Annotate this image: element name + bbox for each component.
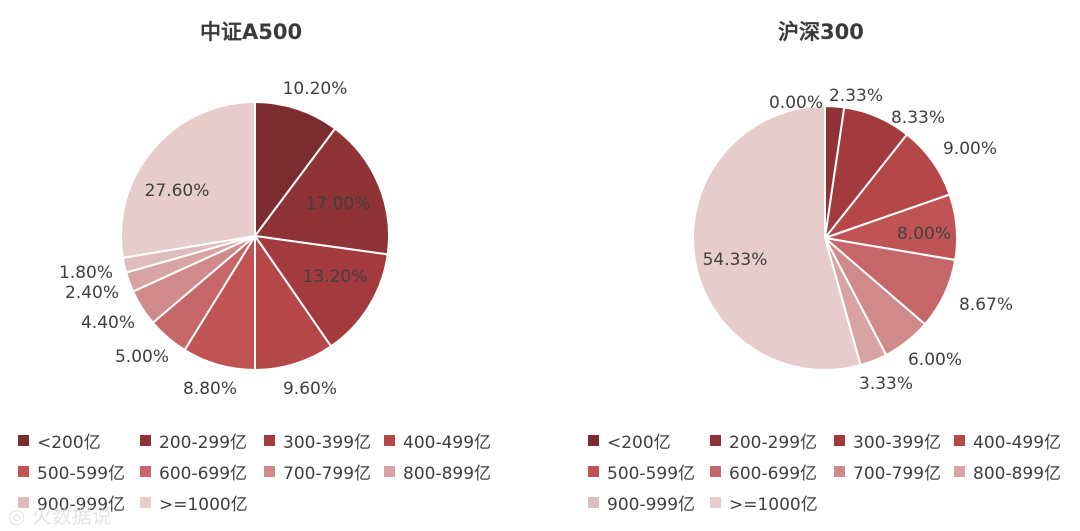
legend-swatch xyxy=(954,466,965,477)
data-label: 27.60% xyxy=(145,181,210,201)
pie-slice xyxy=(692,104,862,371)
legend-swatch xyxy=(710,435,721,446)
legend-label: 600-699亿 xyxy=(729,464,818,484)
legend-swatch xyxy=(264,435,275,446)
data-label: 8.80% xyxy=(183,379,237,399)
legend-item: 800-899亿 xyxy=(384,459,491,484)
legend-item: 200-299亿 xyxy=(140,428,247,453)
legend-item: 700-799亿 xyxy=(834,459,941,484)
legend-swatch xyxy=(140,435,151,446)
legend-label: <200亿 xyxy=(607,433,671,453)
data-label: 17.00% xyxy=(306,194,371,214)
legend-label: <200亿 xyxy=(37,433,101,453)
chart-hushen-300: 沪深300 0.00% 2.33% 8.33% 9.00% 8.00% 8.67% 6.00… xyxy=(540,0,1080,531)
data-label: 9.60% xyxy=(283,379,337,399)
legend-label: 200-299亿 xyxy=(729,433,818,453)
pie-slice xyxy=(254,232,333,372)
legend-label: 500-599亿 xyxy=(37,464,126,484)
legend-item: 600-699亿 xyxy=(710,459,817,484)
legend-swatch xyxy=(834,435,845,446)
legend-label: 700-799亿 xyxy=(853,464,942,484)
legend-label: 400-499亿 xyxy=(973,433,1062,453)
legend-item: <200亿 xyxy=(18,428,101,453)
legend-label: 900-999亿 xyxy=(607,495,696,515)
legend-swatch xyxy=(384,466,395,477)
data-label: 3.33% xyxy=(859,374,913,394)
legend-item: 900-999亿 xyxy=(588,490,695,515)
legend-item: 700-799亿 xyxy=(264,459,371,484)
data-label: 0.00% xyxy=(769,93,823,113)
legend-swatch xyxy=(18,466,29,477)
pie-slice xyxy=(254,100,337,240)
legend-item: 500-599亿 xyxy=(588,459,695,484)
legend-label: >=1000亿 xyxy=(159,495,248,515)
legend-item: 300-399亿 xyxy=(834,428,941,453)
legend-item: >=1000亿 xyxy=(140,490,248,515)
legend-swatch xyxy=(588,435,599,446)
data-label: 5.00% xyxy=(115,347,169,367)
legend-item: <200亿 xyxy=(588,428,671,453)
chart-title: 沪深300 xyxy=(778,20,864,44)
chart-zhongzheng-a500: 中证A500 10.20% 17.00% 13.20% 9.60% 8.80% 5.00%… xyxy=(18,20,491,515)
legend-swatch xyxy=(954,435,965,446)
legend-swatch xyxy=(834,466,845,477)
legend-swatch xyxy=(140,497,151,508)
legend-label: 600-699亿 xyxy=(159,464,248,484)
legend-swatch xyxy=(710,497,721,508)
legend-label: 400-499亿 xyxy=(403,433,492,453)
legend-label: 500-599亿 xyxy=(607,464,696,484)
pie-plot-area: 0.00% 2.33% 8.33% 9.00% 8.00% 8.67% 6.00% 3.33%… xyxy=(692,86,1013,394)
data-label: 8.33% xyxy=(891,108,945,128)
data-label: 54.33% xyxy=(703,250,768,270)
legend-swatch xyxy=(384,435,395,446)
legend-swatch xyxy=(264,466,275,477)
legend-swatch xyxy=(588,466,599,477)
data-label: 10.20% xyxy=(283,79,348,99)
pie-slice xyxy=(253,127,390,256)
legend-item: 800-899亿 xyxy=(954,459,1061,484)
data-label: 8.67% xyxy=(959,295,1013,315)
legend-label: 800-899亿 xyxy=(973,464,1062,484)
legend-label: 700-799亿 xyxy=(283,464,372,484)
data-label: 4.40% xyxy=(81,313,135,333)
legend-item: 600-699亿 xyxy=(140,459,247,484)
legend-label: 200-299亿 xyxy=(159,433,248,453)
chart-title: 中证A500 xyxy=(200,20,303,44)
legend-item: >=1000亿 xyxy=(710,490,818,515)
data-label: 8.00% xyxy=(897,224,951,244)
legend-swatch xyxy=(710,466,721,477)
legend-label: 300-399亿 xyxy=(283,433,372,453)
data-label: 9.00% xyxy=(943,139,997,159)
legend-item: 400-499亿 xyxy=(954,428,1061,453)
data-label: 6.00% xyxy=(908,350,962,370)
legend-swatch xyxy=(18,497,29,508)
legend-item: 300-399亿 xyxy=(264,428,371,453)
data-label: 13.20% xyxy=(303,267,368,287)
watermark-text: ◎ 火数据说 xyxy=(8,504,112,528)
legend-label: 900-999亿 xyxy=(37,495,126,515)
legend-label: >=1000亿 xyxy=(729,495,818,515)
legend-item: 900-999亿 xyxy=(18,490,125,515)
legend-swatch xyxy=(18,435,29,446)
legend-swatch xyxy=(140,466,151,477)
pie-slice xyxy=(252,234,389,348)
legend-item: 500-599亿 xyxy=(18,459,125,484)
legend-swatch xyxy=(588,497,599,508)
data-label: 2.40% xyxy=(65,283,119,303)
legend-item: 400-499亿 xyxy=(384,428,491,453)
data-label: 1.80% xyxy=(59,263,113,283)
legend-label: 300-399亿 xyxy=(853,433,942,453)
data-label: 2.33% xyxy=(829,86,883,106)
legend-item: 200-299亿 xyxy=(710,428,817,453)
legend-label: 800-899亿 xyxy=(403,464,492,484)
pie-plot-area: 10.20% 17.00% 13.20% 9.60% 8.80% 5.00% 4.40% 2.… xyxy=(59,79,390,399)
pie-slice xyxy=(120,100,256,259)
